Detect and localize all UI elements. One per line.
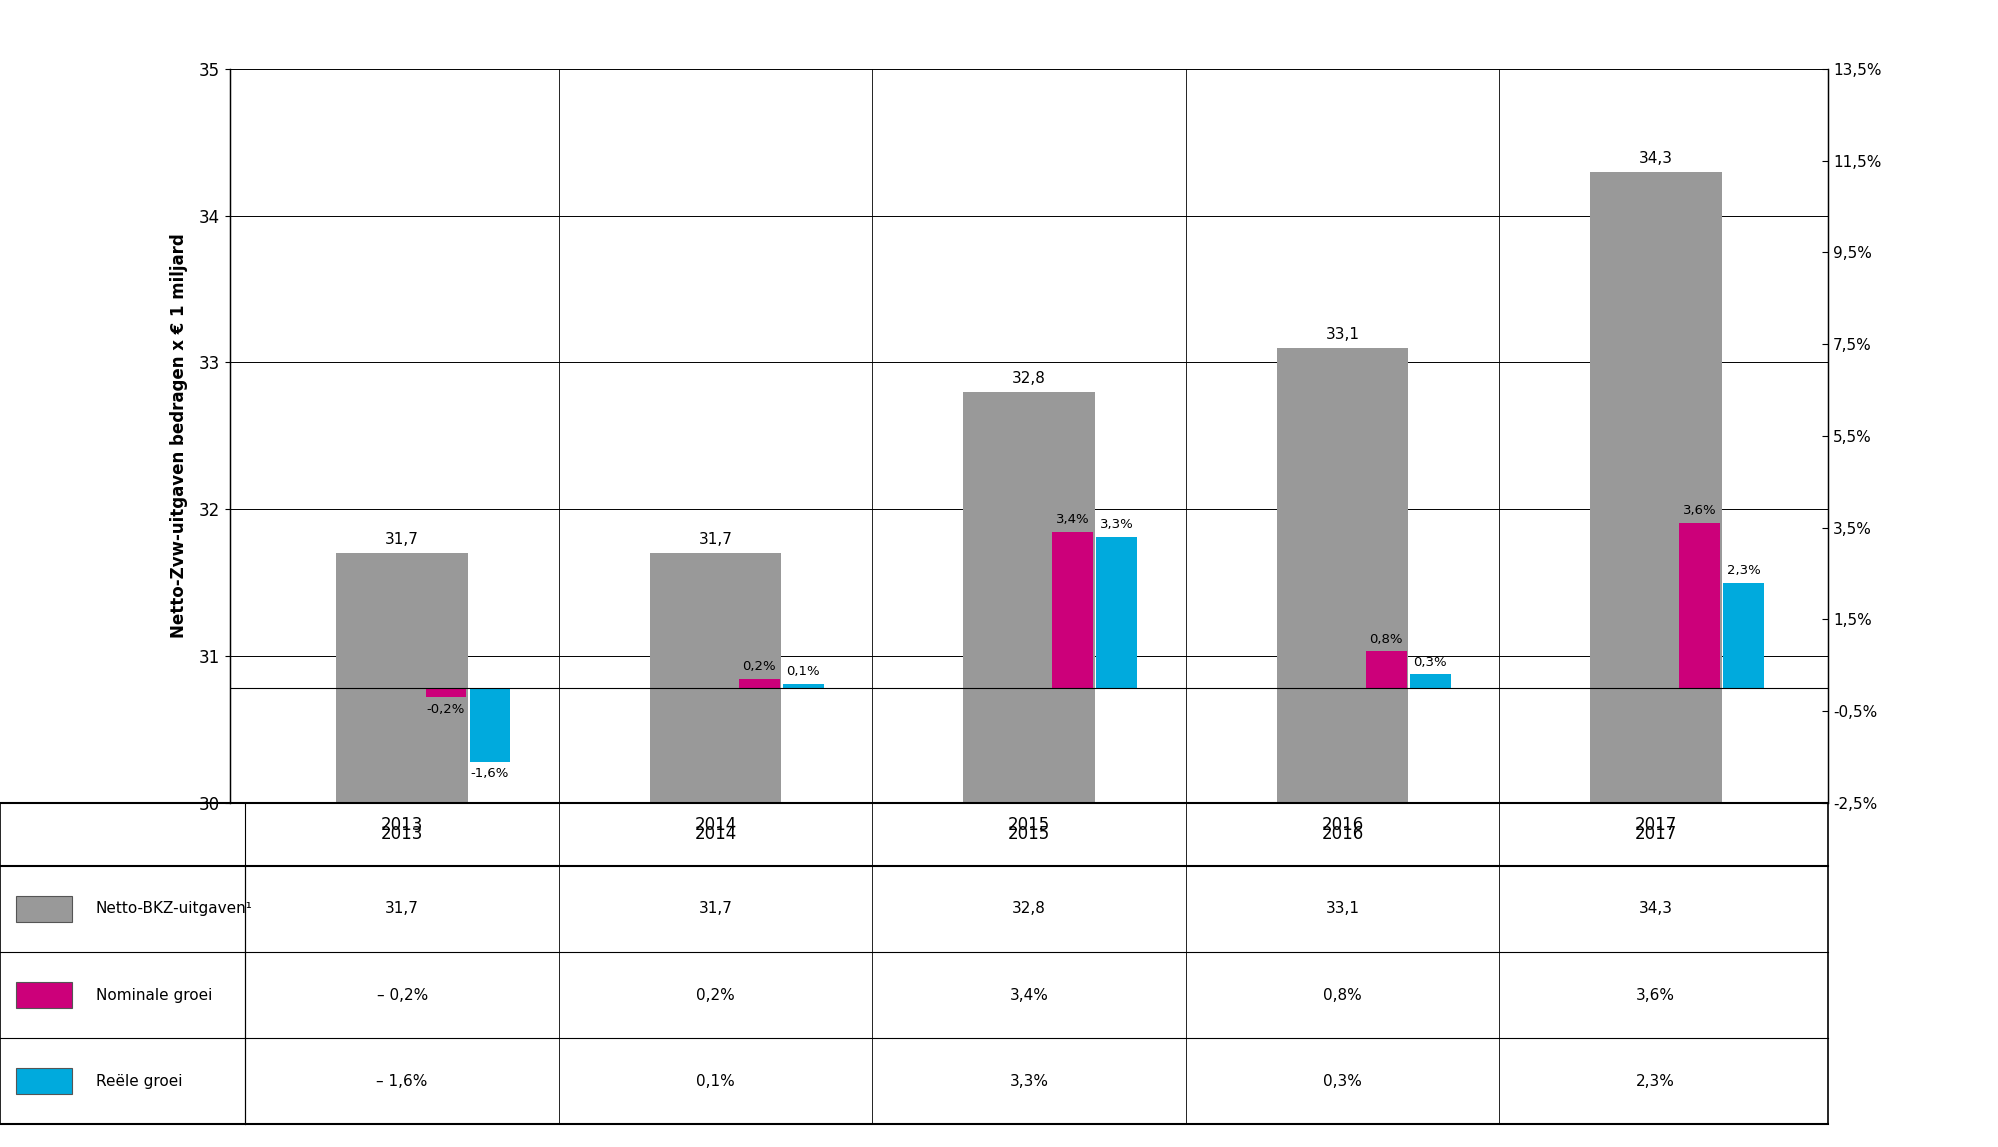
Text: 2015: 2015: [1007, 826, 1051, 843]
Bar: [1053, 532, 1093, 688]
Text: 0,3%: 0,3%: [1413, 656, 1447, 669]
Text: 3,4%: 3,4%: [1057, 514, 1089, 526]
Text: 3,3%: 3,3%: [1099, 518, 1133, 531]
Text: 34,3: 34,3: [1638, 902, 1672, 916]
Bar: [1722, 583, 1764, 688]
Bar: [426, 688, 466, 697]
Bar: [649, 553, 781, 803]
Text: 2,3%: 2,3%: [1636, 1074, 1674, 1089]
Text: 0,8%: 0,8%: [1323, 988, 1363, 1002]
Text: 0,2%: 0,2%: [695, 988, 735, 1002]
Bar: [1097, 537, 1137, 688]
Bar: [1590, 172, 1722, 803]
Text: – 1,6%: – 1,6%: [376, 1074, 428, 1089]
Text: 2014: 2014: [695, 826, 737, 843]
Text: 2017: 2017: [1634, 826, 1676, 843]
Text: -1,6%: -1,6%: [472, 767, 509, 780]
Text: Nominale groei: Nominale groei: [96, 988, 212, 1002]
Text: 3,6%: 3,6%: [1682, 505, 1716, 517]
Text: 2013: 2013: [382, 826, 424, 843]
Text: – 0,2%: – 0,2%: [376, 988, 428, 1002]
Bar: [470, 688, 509, 762]
Text: 3,3%: 3,3%: [1009, 1074, 1049, 1089]
Bar: [783, 684, 823, 688]
Text: Reële groei: Reële groei: [96, 1074, 182, 1089]
Bar: [963, 392, 1095, 803]
Bar: [739, 679, 779, 688]
FancyBboxPatch shape: [16, 1069, 72, 1094]
Text: 0,8%: 0,8%: [1369, 633, 1403, 646]
Text: 33,1: 33,1: [1325, 327, 1359, 342]
Text: 32,8: 32,8: [1013, 370, 1045, 385]
Text: -0,2%: -0,2%: [428, 703, 466, 716]
Text: 31,7: 31,7: [699, 902, 733, 916]
Text: Netto-BKZ-uitgaven¹: Netto-BKZ-uitgaven¹: [96, 902, 254, 916]
Text: 0,3%: 0,3%: [1323, 1074, 1363, 1089]
Bar: [1277, 348, 1409, 803]
Text: 31,7: 31,7: [386, 532, 420, 547]
Text: 2016: 2016: [1321, 826, 1363, 843]
Y-axis label: Netto-Zvw-uitgaven bedragen x € 1 miljard: Netto-Zvw-uitgaven bedragen x € 1 miljar…: [170, 234, 188, 638]
Text: 3,6%: 3,6%: [1636, 988, 1674, 1002]
Text: 0,1%: 0,1%: [787, 665, 819, 678]
Bar: [1678, 523, 1720, 688]
Text: 31,7: 31,7: [699, 532, 733, 547]
Bar: [1367, 651, 1407, 688]
FancyBboxPatch shape: [16, 982, 72, 1007]
Bar: [336, 553, 468, 803]
Text: 2,3%: 2,3%: [1726, 564, 1760, 577]
Bar: [1411, 674, 1451, 688]
Text: 0,1%: 0,1%: [695, 1074, 735, 1089]
Text: 0,2%: 0,2%: [743, 661, 777, 673]
Text: 31,7: 31,7: [386, 902, 420, 916]
Text: 3,4%: 3,4%: [1009, 988, 1049, 1002]
FancyBboxPatch shape: [16, 897, 72, 922]
Text: 33,1: 33,1: [1325, 902, 1359, 916]
Text: 32,8: 32,8: [1013, 902, 1045, 916]
Text: 34,3: 34,3: [1638, 150, 1672, 165]
